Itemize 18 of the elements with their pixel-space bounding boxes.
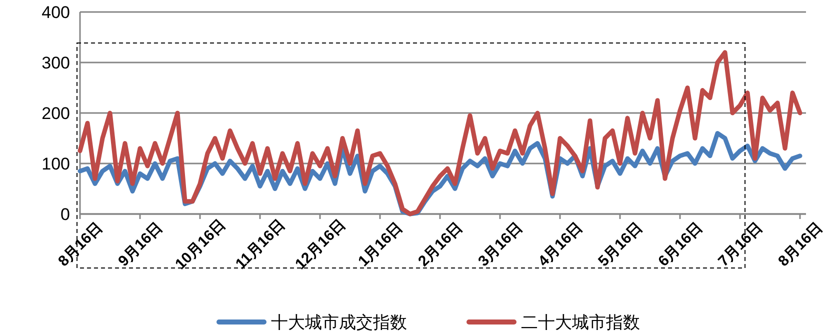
x-tick-label: 4月16日 — [535, 219, 586, 270]
x-tick-label: 12月16日 — [292, 216, 349, 273]
legend-label: 二十大城市指数 — [521, 312, 640, 332]
line-series — [78, 50, 802, 216]
y-tick-label: 300 — [42, 53, 70, 72]
x-tick-label: 6月16日 — [655, 219, 706, 270]
x-tick-label: 1月16日 — [355, 219, 406, 270]
x-tick-label: 9月16日 — [115, 219, 166, 270]
x-tick-label: 5月16日 — [595, 219, 646, 270]
y-tick-label: 100 — [42, 154, 70, 174]
x-tick-label: 2月16日 — [415, 219, 466, 270]
y-tick-label: 400 — [42, 2, 70, 22]
y-tick-label: 200 — [42, 104, 70, 123]
x-tick-label: 11月16日 — [232, 216, 289, 273]
x-tick-label: 3月16日 — [475, 219, 526, 270]
legend-label: 十大城市成交指数 — [271, 312, 407, 332]
x-tick-label: 10月16日 — [172, 216, 229, 273]
x-tick-label: 8月16日 — [775, 219, 826, 270]
